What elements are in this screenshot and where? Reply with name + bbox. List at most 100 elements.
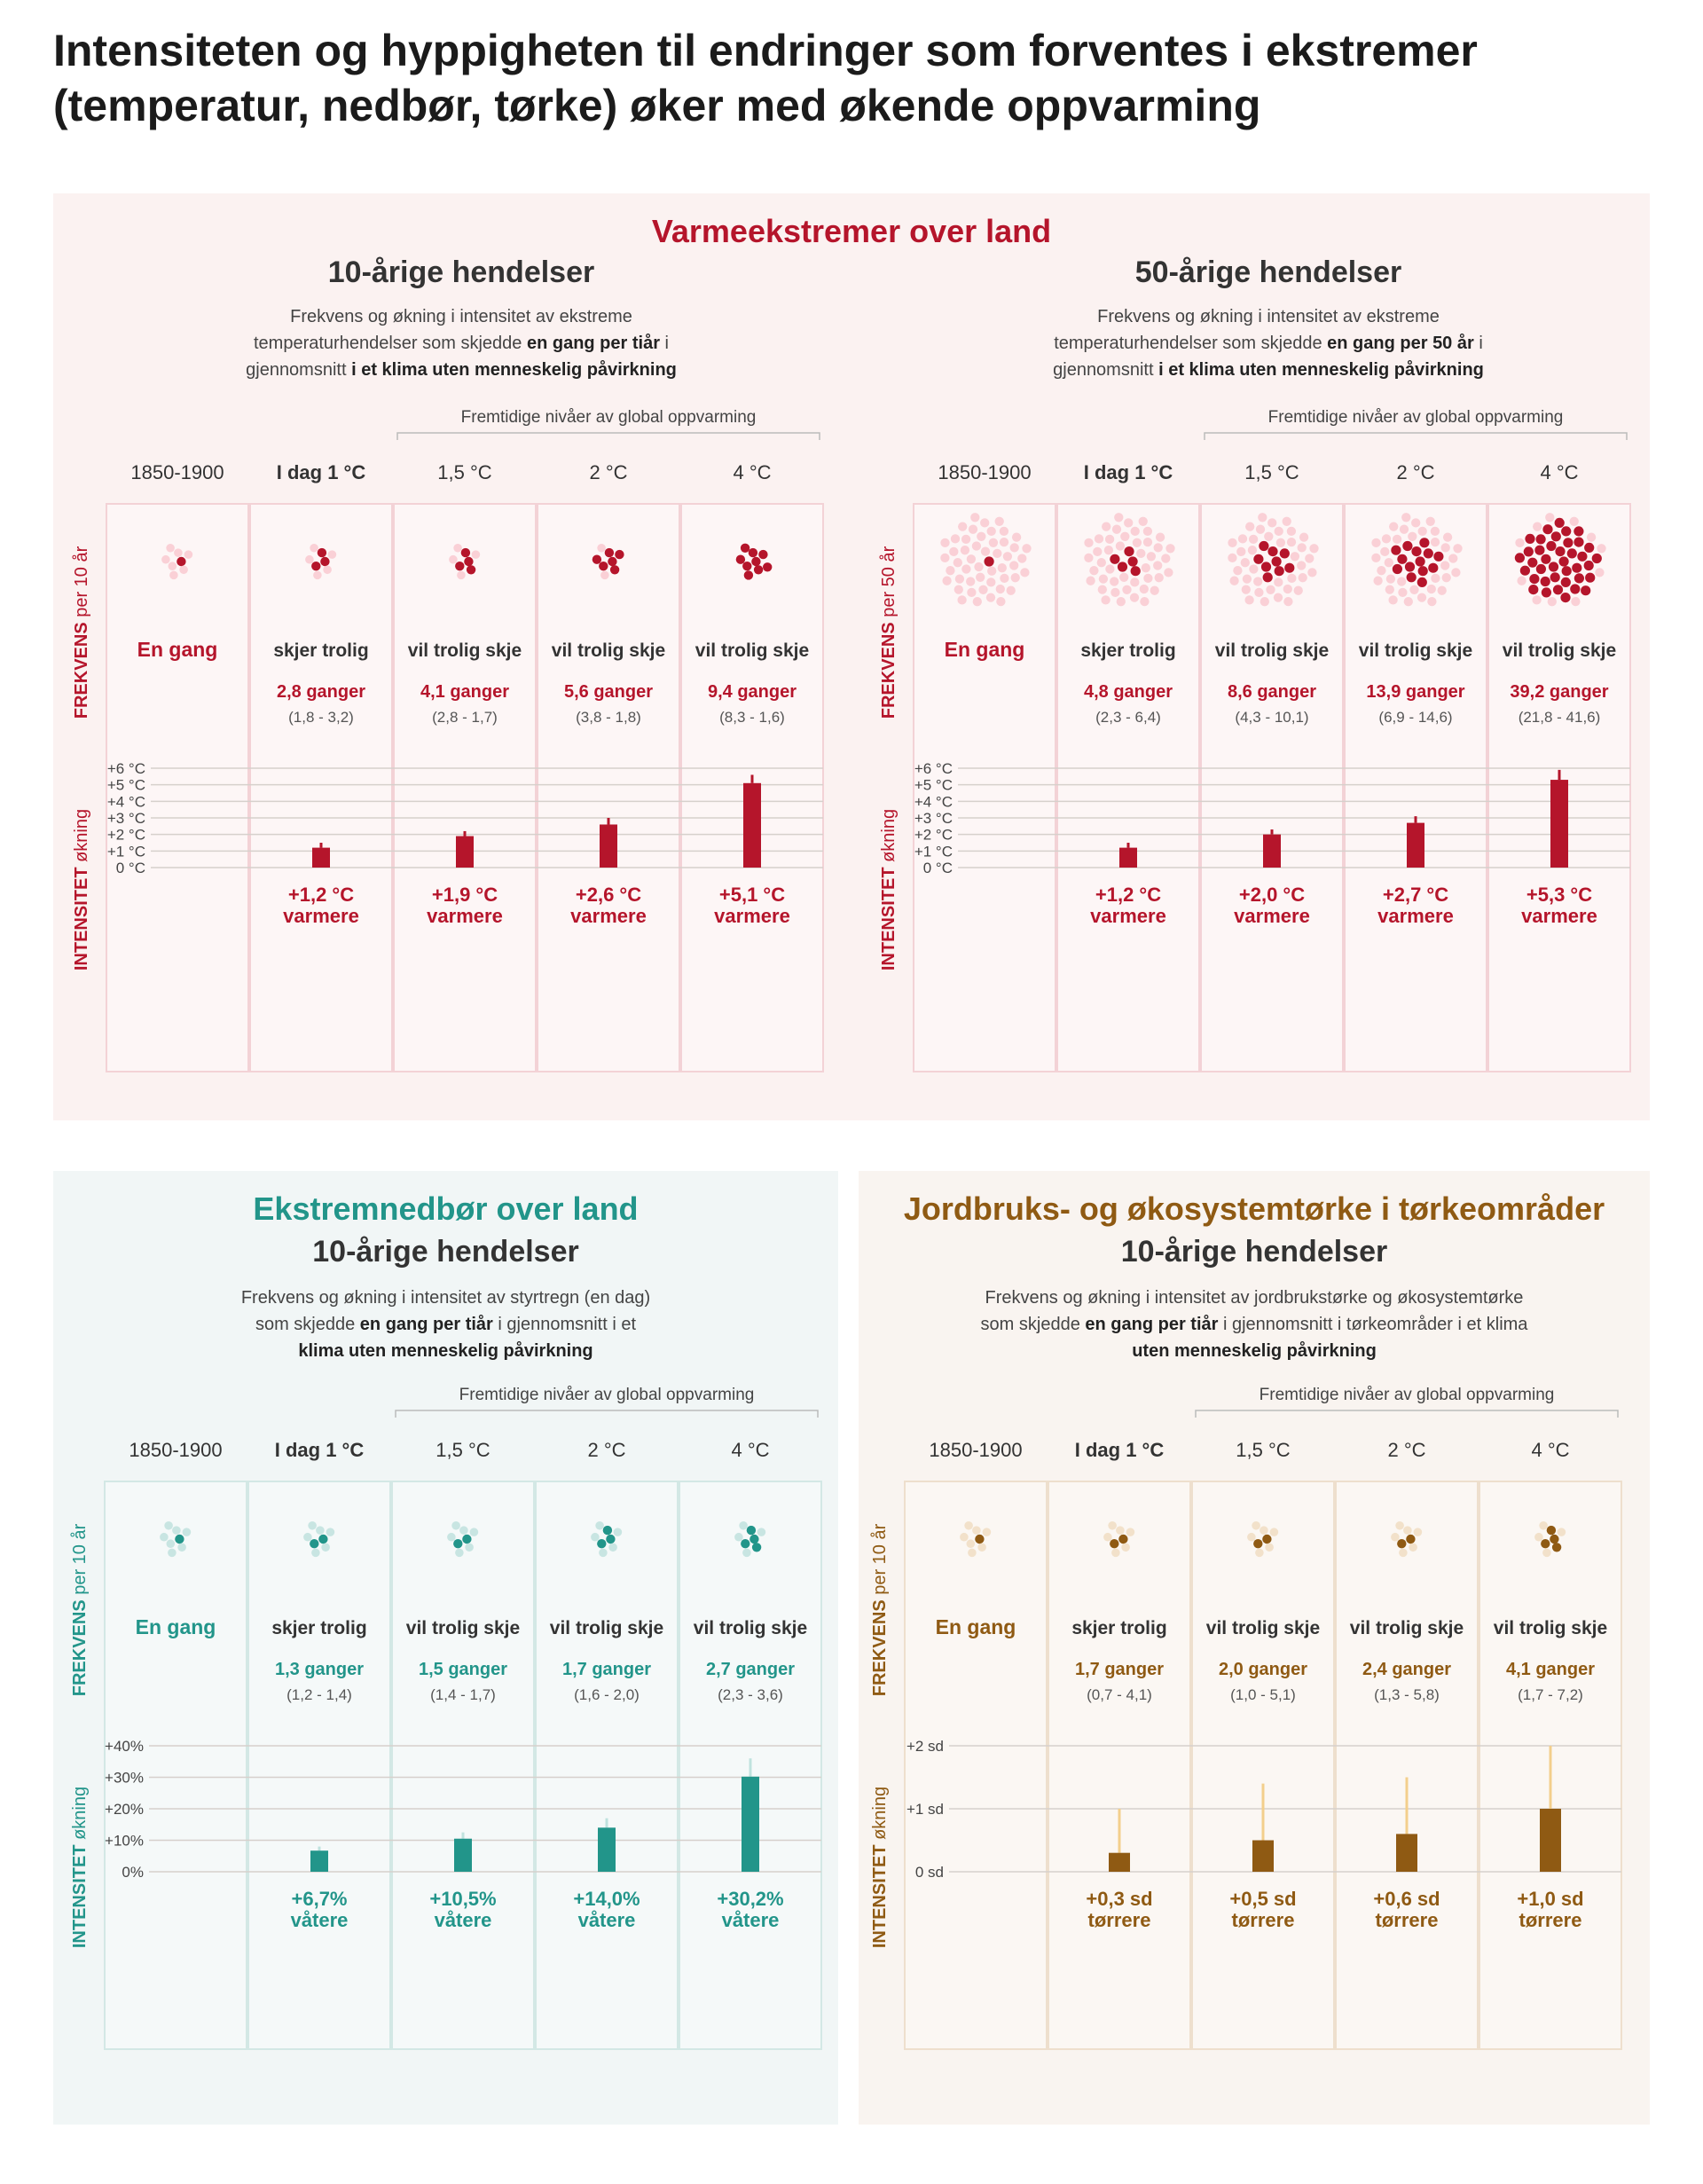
frequency-dot-event (1550, 531, 1561, 542)
column-card (1335, 1481, 1479, 2050)
frequency-dot-background (970, 513, 980, 522)
frequency-dot-event (1541, 554, 1551, 564)
frequency-dot-event (1561, 526, 1572, 537)
frequency-dot-background (184, 550, 193, 559)
column-header: I dag 1 °C (1084, 461, 1173, 483)
intensity-bar (1396, 1834, 1417, 1872)
frequency-dot-background (1111, 524, 1122, 534)
intensity-value-label: +10,5% (429, 1888, 496, 1910)
frequency-dot-background (976, 572, 985, 582)
frequency-dot-background (1409, 585, 1419, 594)
frequency-dot-background (1247, 1532, 1256, 1542)
frequency-dot-background (161, 554, 170, 564)
y-tick-label: +1 °C (914, 843, 953, 860)
desc-line2-text: som skjedde (255, 1315, 360, 1334)
frequency-dot-background (1532, 595, 1542, 605)
frequency-dot-event (746, 1525, 757, 1536)
frequency-dot-background (1442, 532, 1453, 542)
frequency-dot-event (1591, 553, 1602, 564)
frequency-dot-background (1417, 526, 1427, 537)
frequency-dot-event (1574, 573, 1584, 584)
intensity-bar (1407, 822, 1424, 868)
y-tick-label: 0% (122, 1864, 144, 1881)
frequency-dot-background (1440, 543, 1450, 553)
frequency-dot-background (1431, 573, 1440, 584)
intensity-bar (1263, 834, 1281, 868)
frequency-dot-background (1097, 585, 1107, 594)
frequency-dot-event (742, 562, 752, 571)
intensity-bar (312, 847, 330, 868)
frequency-dot-background (1124, 518, 1134, 528)
panel-description: Frekvens og økning i intensitet av jordb… (859, 1284, 1650, 1364)
likelihood-label: vil trolig skje (550, 1618, 663, 1638)
frequency-dot-background (160, 1532, 169, 1542)
frequency-dot-background (1283, 584, 1292, 594)
desc-line3-emphasis: uten menneskelig påvirkning (1132, 1341, 1377, 1361)
frequency-dot-background (1103, 1532, 1112, 1542)
frequency-dot-background (1154, 573, 1164, 583)
frequency-dot-event (1411, 546, 1422, 557)
frequency-dot-background (1155, 532, 1165, 542)
frequency-dot-background (1245, 522, 1255, 531)
frequency-dot-background (321, 1543, 330, 1552)
frequency-dot-background (1102, 522, 1111, 531)
frequency-dot-event (975, 1534, 985, 1544)
frequency-dot-background (1236, 546, 1246, 557)
y-tick-label: +1 sd (906, 1801, 944, 1818)
frequency-value: 8,6 ganger (1228, 682, 1316, 702)
frequency-dot-background (1142, 526, 1153, 537)
desc-line3: klima uten menneskelig påvirkning (53, 1338, 838, 1364)
frequency-dot-event (1560, 593, 1571, 603)
frequency-dot-background (1371, 538, 1381, 548)
desc-line3-emphasis: klima uten menneskelig påvirkning (298, 1341, 593, 1361)
frequency-dot-background (1153, 561, 1163, 570)
intensity-bar (743, 782, 761, 868)
frequency-dot-background (1597, 544, 1606, 554)
frequency-dot-background (1273, 593, 1283, 602)
frequency-dot-background (946, 566, 955, 576)
frequency-dot-background (966, 1539, 976, 1548)
frequency-dot-event (1433, 551, 1444, 562)
frequency-dot-background (1098, 574, 1109, 584)
frequency-dot-background (1411, 518, 1421, 528)
frequency-dot-background (1165, 544, 1175, 554)
likelihood-label: vil trolig skje (552, 640, 665, 661)
frequency-dot-event (1535, 534, 1546, 545)
frequency-dot-event (1415, 556, 1425, 567)
frequency-value: 13,9 ganger (1366, 682, 1464, 702)
frequency-value: 2,0 ganger (1219, 1660, 1307, 1679)
frequency-dot-background (453, 544, 462, 553)
frequency-dot-background (1000, 573, 1009, 584)
frequency-dot-background (960, 546, 970, 555)
frequency-dot-event (615, 549, 624, 560)
frequency-dot-background (1247, 546, 1258, 555)
frequency-value: 4,1 ganger (1506, 1660, 1595, 1679)
frequency-dot-event (599, 562, 608, 571)
column-card (1200, 503, 1344, 1072)
frequency-dot-background (1120, 531, 1130, 541)
intensity-value-label: +14,0% (573, 1888, 640, 1910)
main-title-line1: Intensiteten og hyppigheten til endringe… (53, 26, 1478, 75)
frequency-dot-background (1539, 1521, 1548, 1530)
frequency-dot-event (1110, 554, 1120, 564)
frequency-range: (2,3 - 6,4) (1095, 709, 1161, 726)
frequency-dot-background (968, 1548, 977, 1558)
frequency-dot-background (1130, 526, 1140, 537)
frequency-range: (8,3 - 1,6) (719, 709, 785, 726)
frequency-dot-event (1428, 562, 1439, 573)
frequency-dot-background (1002, 552, 1013, 562)
column-card (913, 503, 1056, 1072)
frequency-dot-background (179, 565, 188, 575)
likelihood-label: skjer trolig (271, 1618, 366, 1638)
frequency-dot-background (1103, 546, 1114, 555)
frequency-dot-background (1228, 553, 1237, 563)
frequency-dot-background (972, 1526, 981, 1535)
frequency-dot-event (310, 1539, 319, 1549)
main-title-line2: (temperatur, nedbør, tørke) øker med øke… (53, 81, 1261, 130)
frequency-dot-background (1140, 596, 1150, 607)
y-tick-label: +10% (105, 1833, 144, 1850)
frequency-range: (3,8 - 1,8) (576, 709, 641, 726)
once-label: En gang (936, 1615, 1016, 1638)
frequency-dot-background (1253, 577, 1263, 586)
once-label: En gang (136, 1615, 216, 1638)
